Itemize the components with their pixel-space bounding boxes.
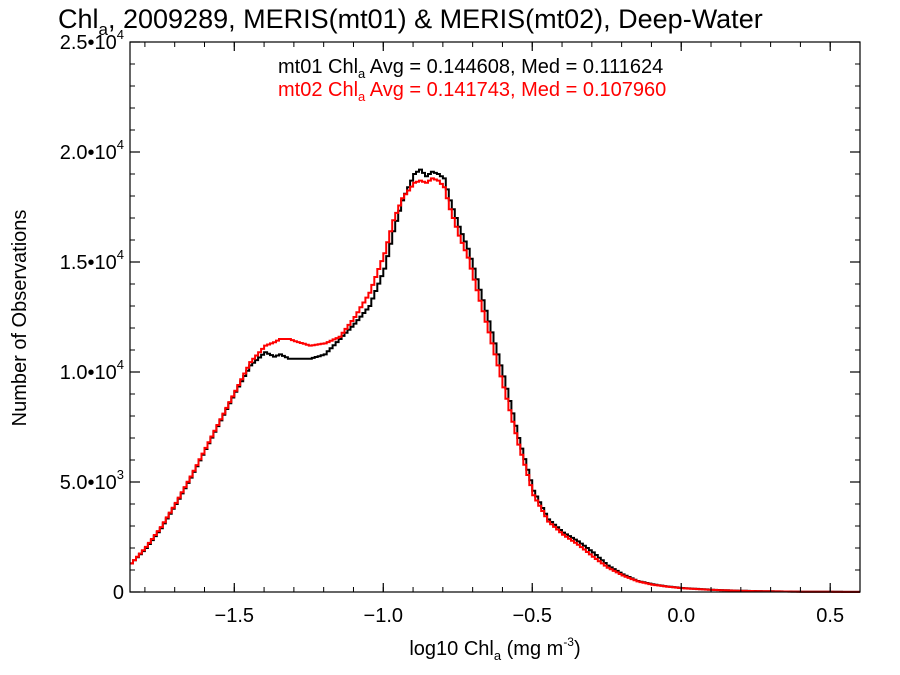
plot-frame bbox=[129, 41, 861, 593]
series-layer bbox=[130, 168, 860, 593]
legend-annotations: mt01 Chla Avg = 0.144608, Med = 0.111624… bbox=[278, 56, 666, 104]
plot-area: −1.5 −1.0 −0.5 0.0 0.5 0 5.0•103 1.0•104 1.5•10… bbox=[60, 27, 861, 627]
annotation-line-1: mt01 Chla Avg = 0.144608, Med = 0.111624 bbox=[278, 56, 663, 81]
y-tick-label: 1.5•104 bbox=[60, 247, 124, 274]
x-tick-label: −1.0 bbox=[364, 605, 403, 627]
y-tick-label: 0 bbox=[113, 582, 124, 604]
series-line-1 bbox=[130, 177, 860, 593]
y-axis-label: Number of Observations bbox=[9, 210, 31, 427]
y-axis: 0 5.0•103 1.0•104 1.5•104 2.0•104 2.5•104 bbox=[60, 27, 860, 604]
x-tick-label: −1.5 bbox=[215, 605, 254, 627]
x-tick-label: −0.5 bbox=[513, 605, 552, 627]
x-axis-label: log10 Chla (mg m-3) bbox=[409, 635, 580, 663]
y-tick-label: 5.0•103 bbox=[60, 467, 124, 494]
y-tick-label: 1.0•104 bbox=[60, 357, 124, 384]
y-tick-label: 2.0•104 bbox=[60, 137, 124, 164]
y-tick-label: 2.5•104 bbox=[60, 27, 124, 54]
x-tick-label: 0.0 bbox=[667, 605, 695, 627]
x-tick-label: 0.5 bbox=[816, 605, 844, 627]
x-axis: −1.5 −1.0 −0.5 0.0 0.5 bbox=[144, 42, 861, 627]
annotation-line-2: mt02 Chla Avg = 0.141743, Med = 0.107960 bbox=[278, 79, 666, 104]
chart-title: Chla, 2009289, MERIS(mt01) & MERIS(mt02)… bbox=[58, 4, 763, 39]
